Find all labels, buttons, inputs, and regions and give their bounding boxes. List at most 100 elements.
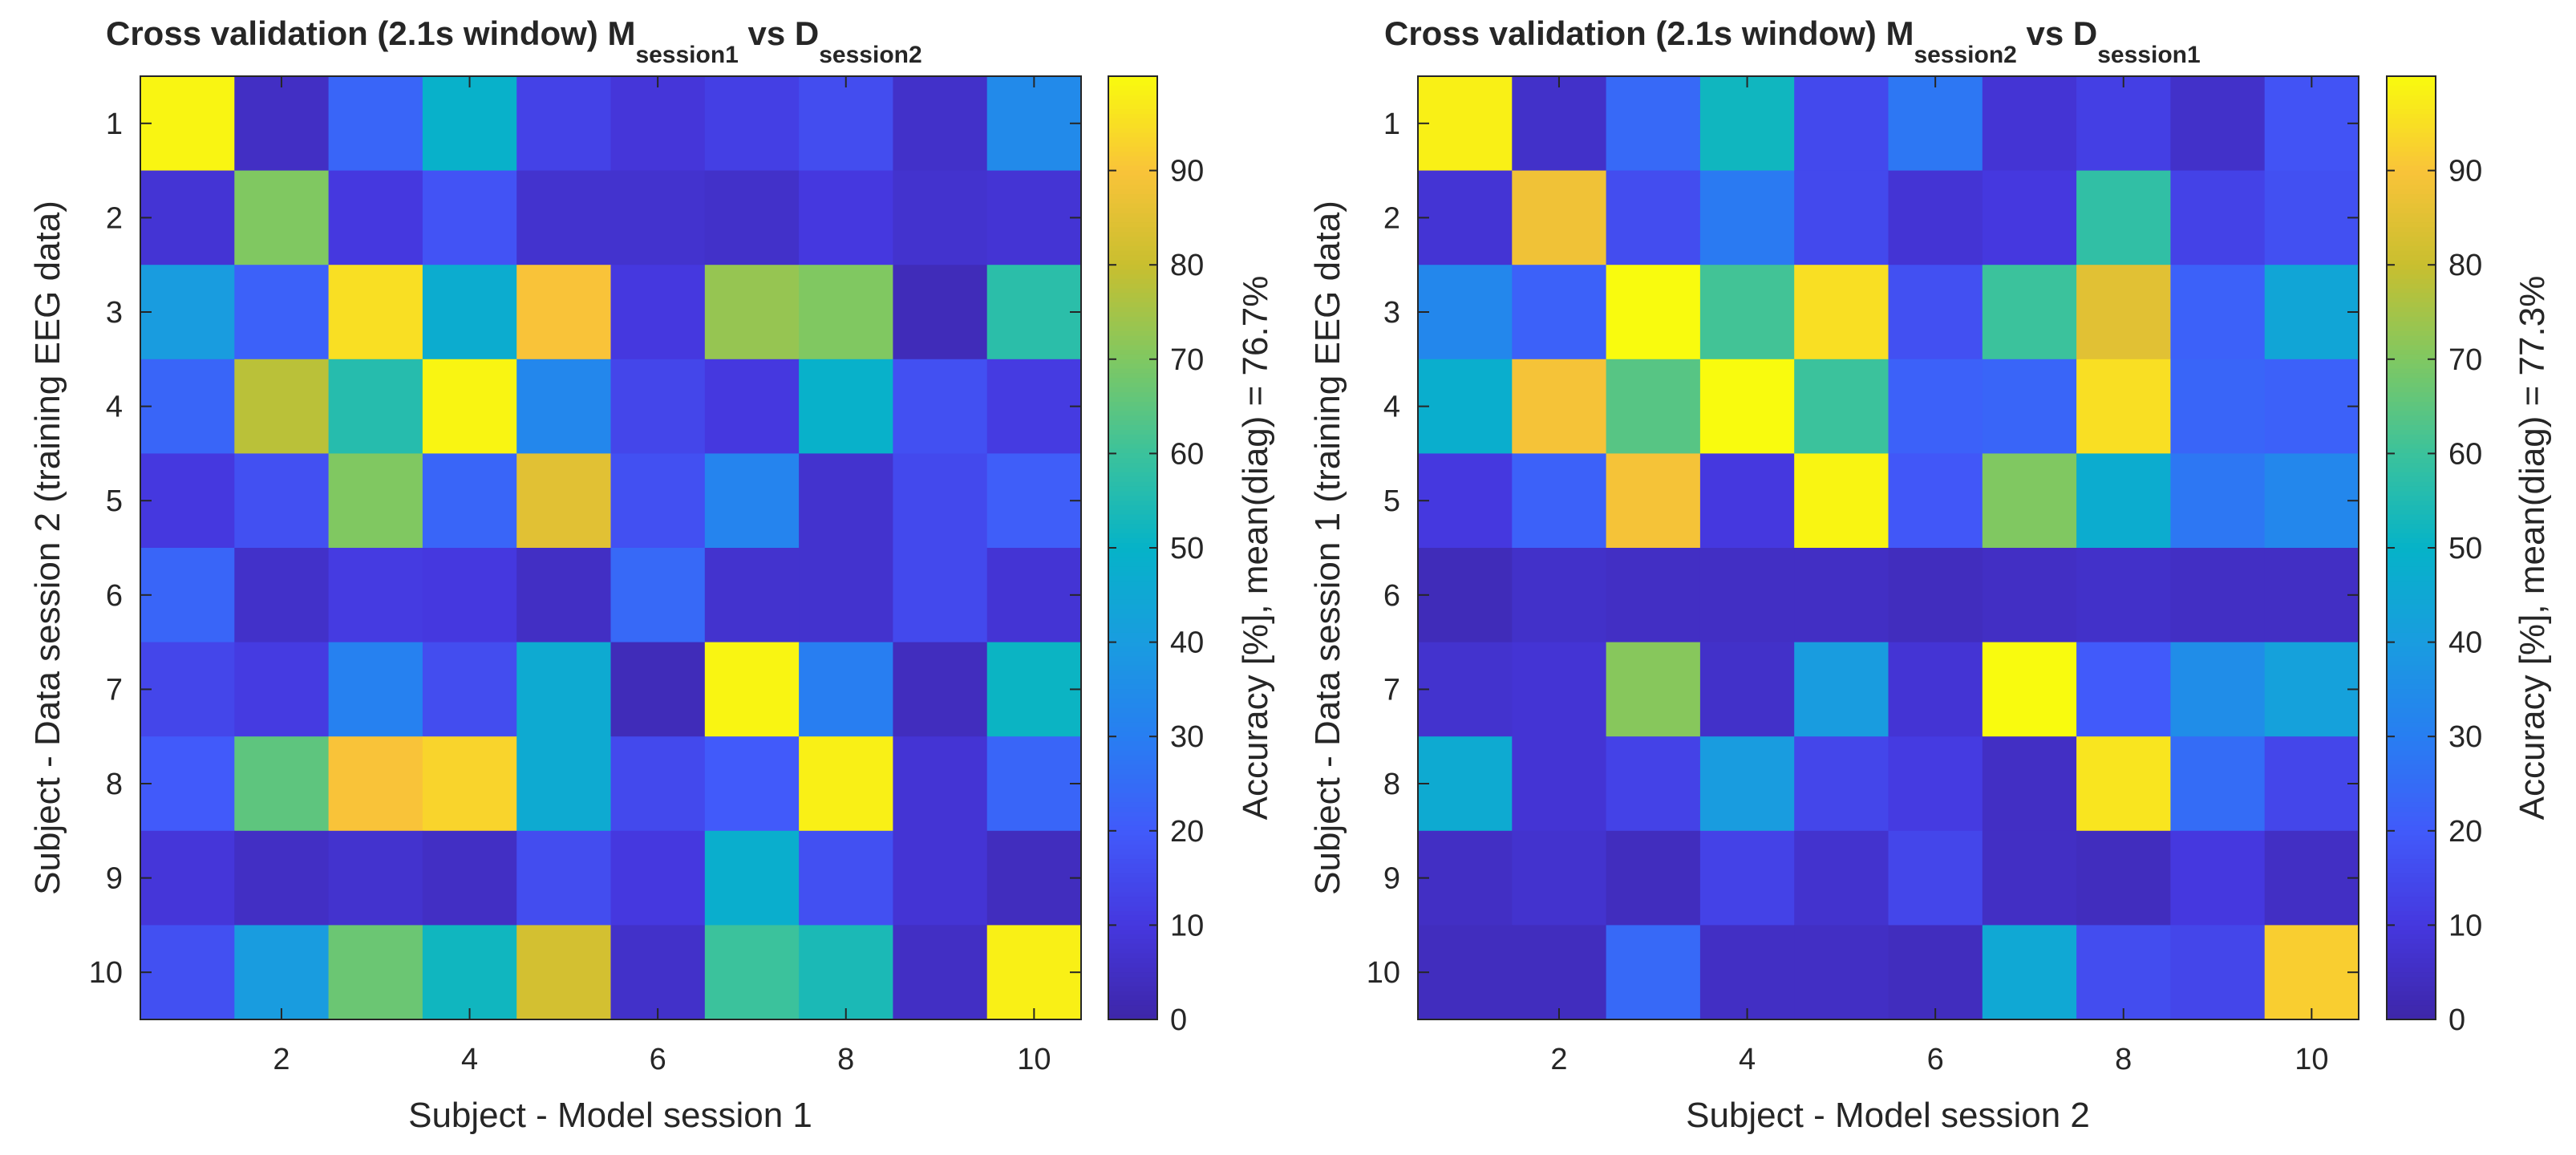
heatmap-cell-r9-c1 (140, 830, 235, 926)
heatmap-cells-2 (1418, 76, 2359, 1020)
colorbar-band (2387, 948, 2436, 954)
heatmap-cell-r10-c2 (234, 925, 330, 1020)
heatmap-cell-r7-c7 (1982, 642, 2077, 737)
heatmap-cell-r9-c6 (610, 830, 706, 926)
colorbar-band (1108, 566, 1157, 573)
heatmap-cell-r7-c5 (1794, 642, 1889, 737)
heatmap-cell-r2-c5 (516, 170, 612, 265)
title-middle: vs D (2017, 14, 2097, 52)
heatmap-cell-r4-c4 (1699, 359, 1795, 454)
x-tick-label: 6 (650, 1043, 666, 1076)
heatmap-cell-r6-c9 (893, 548, 988, 643)
heatmap-cell-r7-c6 (610, 642, 706, 737)
colorbar-band (1108, 689, 1157, 695)
colorbar-band (2387, 745, 2436, 752)
heatmap-cell-r5-c7 (1982, 453, 2077, 549)
heatmap-cell-r3-c5 (516, 265, 612, 360)
colorbar-band (1108, 892, 1157, 898)
colorbar-band (1108, 316, 1157, 322)
colorbar-band (2387, 118, 2436, 124)
y-axis-ticks-2: 1 2 3 4 5 6 7 8 9 10 (1367, 107, 2359, 990)
colorbar-band (2387, 288, 2436, 294)
y-tick-label: 8 (106, 768, 123, 801)
colorbar-band (1108, 170, 1157, 176)
heatmap-cell-r1-c2 (234, 76, 330, 172)
heatmap-cell-r4-c1 (140, 359, 235, 454)
heatmap-cell-r5-c8 (2076, 453, 2171, 549)
colorbar-band (1108, 764, 1157, 771)
colorbar-band (2387, 114, 2436, 120)
colorbar-band (2387, 505, 2436, 511)
colorbar-band (2387, 774, 2436, 780)
heatmap-cell-r1-c2 (1512, 76, 1607, 172)
colorbar-band (2387, 614, 2436, 619)
colorbar-band (2387, 165, 2436, 172)
colorbar-band (2387, 434, 2436, 440)
colorbar-band (2387, 486, 2436, 492)
heatmap-cells-1 (140, 76, 1082, 1020)
colorbar-band (2387, 99, 2436, 106)
colorbar-band (2387, 444, 2436, 450)
heatmap-cell-r7-c8 (799, 642, 893, 737)
colorbar-band (2387, 727, 2436, 733)
colorbar-band (1108, 995, 1157, 1002)
colorbar-band (1108, 958, 1157, 964)
colorbar-band (1108, 741, 1157, 747)
colorbar-band (1108, 972, 1157, 978)
colorbar-band (1108, 411, 1157, 417)
colorbar-band (1108, 180, 1157, 186)
colorbar-band (2387, 90, 2436, 96)
colorbar-band (2387, 213, 2436, 219)
colorbar-band (2387, 566, 2436, 573)
heatmap-cell-r9-c8 (799, 830, 893, 926)
heatmap-cell-r4-c7 (1982, 359, 2077, 454)
colorbar-band (2387, 561, 2436, 568)
x-axis-ticks-1: 2 4 6 8 10 (273, 76, 1051, 1076)
heatmap-cell-r1-c9 (2170, 76, 2266, 172)
heatmap-cell-r10-c7 (1982, 925, 2077, 1020)
colorbar-band (2387, 468, 2436, 473)
x-tick-label: 4 (1739, 1043, 1756, 1076)
heatmap-cell-r6-c6 (610, 548, 706, 643)
colorbar-band (1108, 189, 1157, 195)
colorbar-tick-label: 70 (1170, 343, 1204, 377)
heatmap-cell-r3-c9 (2170, 265, 2266, 360)
colorbar-band (1108, 750, 1157, 756)
colorbar-band (1108, 594, 1157, 601)
heatmap-cell-r4-c5 (516, 359, 612, 454)
colorbar-band (1108, 755, 1157, 761)
y-tick-label: 9 (106, 862, 123, 896)
colorbar-tick-label: 10 (1170, 909, 1204, 942)
colorbar-band (2387, 627, 2436, 634)
colorbar-band (1108, 76, 1157, 82)
colorbar-band (2387, 915, 2436, 922)
colorbar-band (2387, 802, 2436, 808)
colorbar-band (2387, 552, 2436, 558)
heatmap-cell-r5-c3 (328, 453, 423, 549)
heatmap-cell-r10-c1 (140, 925, 235, 1020)
colorbar-band (1108, 80, 1157, 87)
colorbar-band (2387, 835, 2436, 841)
colorbar-band (1108, 156, 1157, 162)
heatmap-cell-r2-c1 (140, 170, 235, 265)
colorbar-band (2387, 387, 2436, 393)
heatmap-cell-r2-c5 (1794, 170, 1889, 265)
colorbar-band (2387, 897, 2436, 902)
heatmap-cell-r4-c2 (234, 359, 330, 454)
colorbar-band (1108, 491, 1157, 497)
heatmap-cell-r3-c4 (422, 265, 517, 360)
heatmap-cell-r7-c5 (516, 642, 612, 737)
y-tick-label: 5 (106, 484, 123, 518)
heatmap-cell-r1-c10 (2264, 76, 2359, 172)
colorbar-band (1108, 694, 1157, 699)
colorbar-band (2387, 953, 2436, 959)
colorbar-band (1108, 472, 1157, 478)
colorbar-band (1108, 712, 1157, 719)
colorbar-band (1108, 514, 1157, 521)
heatmap-cell-r10-c8 (2076, 925, 2171, 1020)
colorbar-band (2387, 152, 2436, 157)
y-tick-label: 3 (1383, 296, 1400, 330)
colorbar-band (2387, 991, 2436, 997)
colorbar-band (2387, 396, 2436, 403)
